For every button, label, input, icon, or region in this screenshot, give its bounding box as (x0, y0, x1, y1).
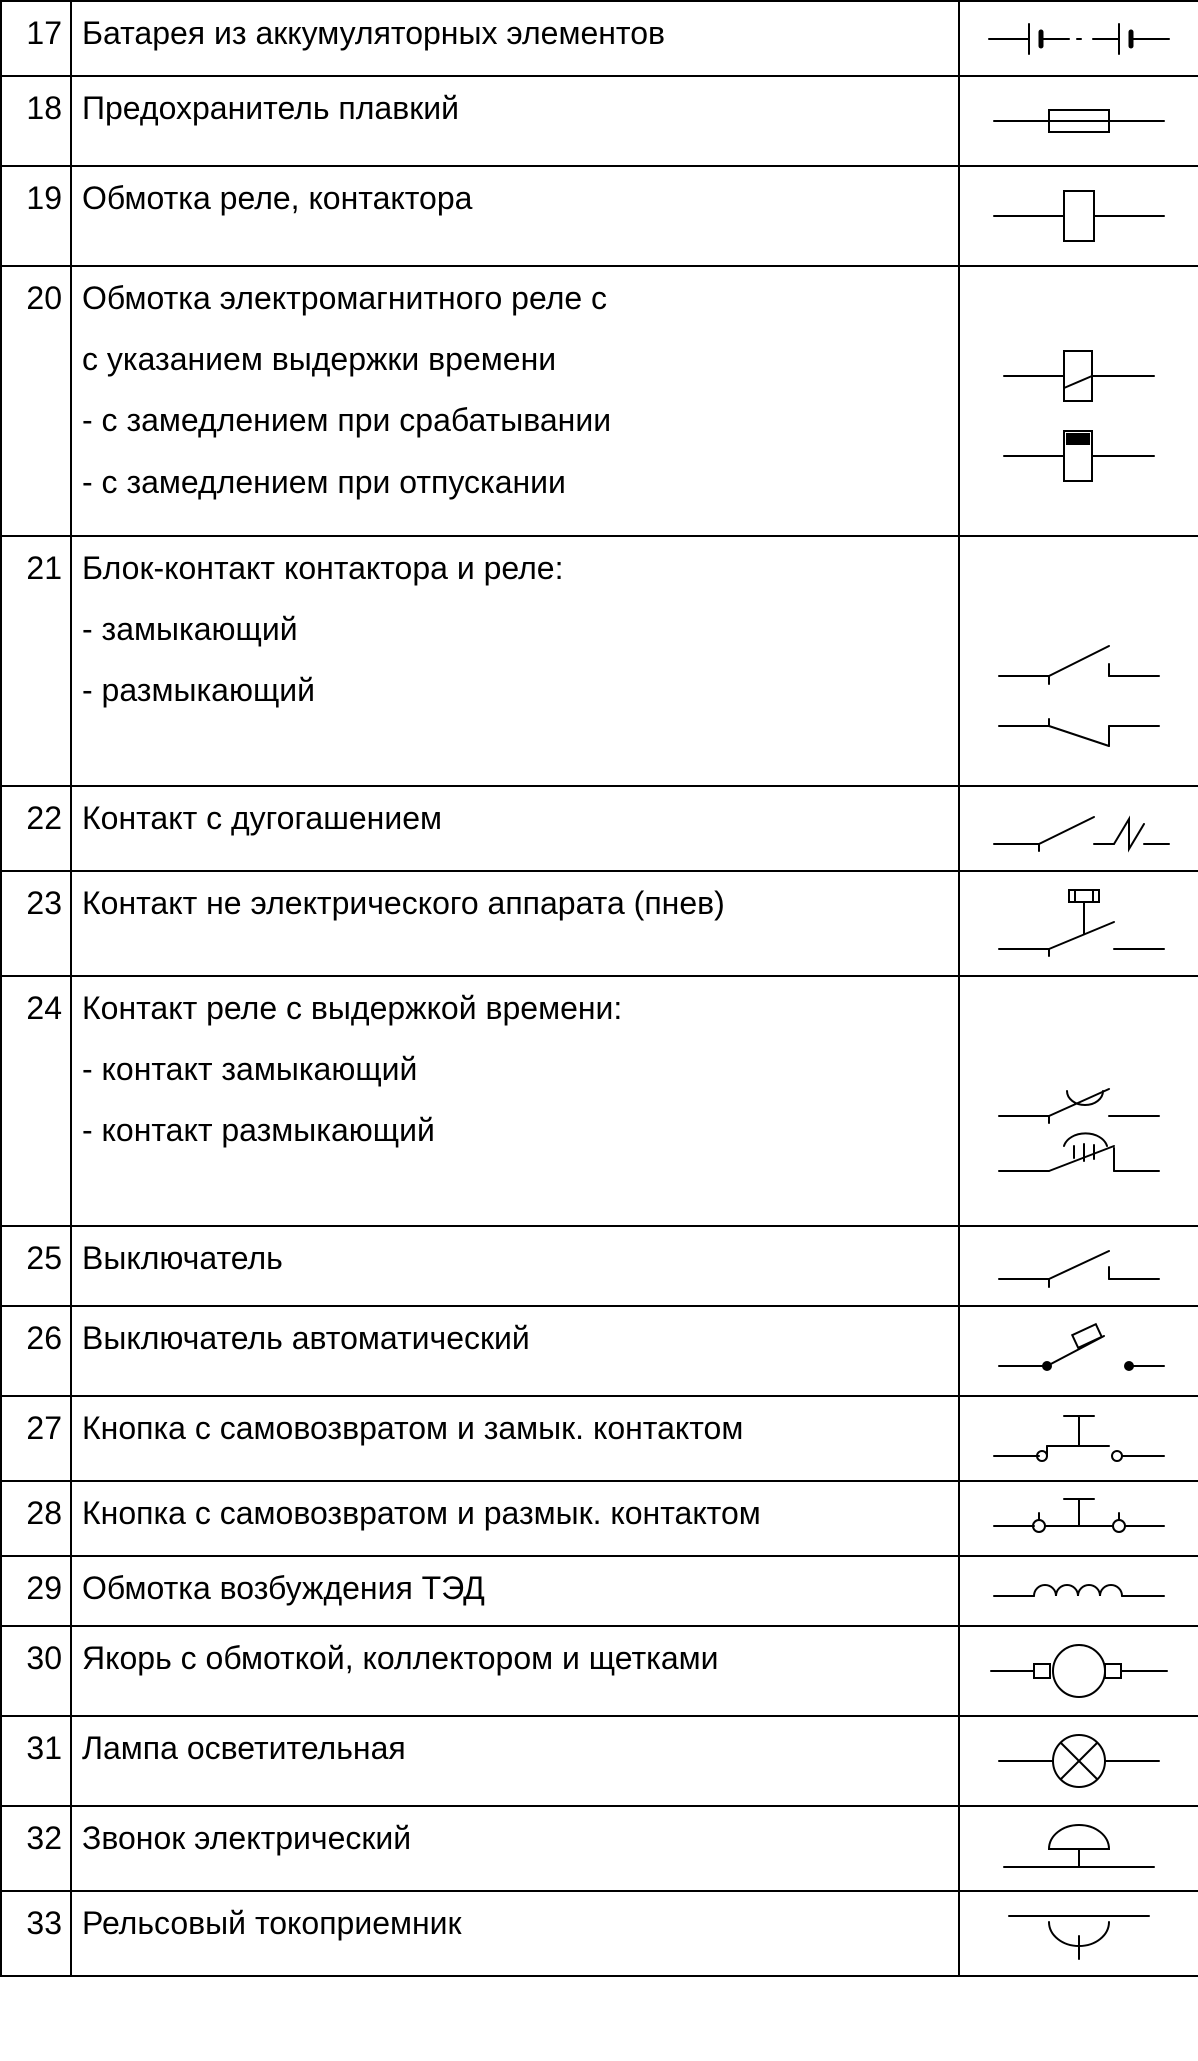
table-row: 19Обмотка реле, контактора (1, 166, 1198, 266)
row-number: 20 (1, 266, 71, 536)
symbol-rail-collector (959, 1891, 1198, 1976)
symbol-armature (959, 1626, 1198, 1716)
table-row: 33Рельсовый токоприемник (1, 1891, 1198, 1976)
row-description: Блок-контакт контактора и реле:- замыкаю… (71, 536, 959, 786)
row-number: 18 (1, 76, 71, 166)
table-row: 21Блок-контакт контактора и реле:- замык… (1, 536, 1198, 786)
symbol-cb (959, 1306, 1198, 1396)
row-number: 32 (1, 1806, 71, 1891)
table-row: 28Кнопка с самовозвратом и размык. конта… (1, 1481, 1198, 1556)
row-description: Лампа осветительная (71, 1716, 959, 1806)
table-row: 30Якорь с обмоткой, коллектором и щеткам… (1, 1626, 1198, 1716)
table-row: 25Выключатель (1, 1226, 1198, 1306)
row-description: Контакт не электрического аппарата (пнев… (71, 871, 959, 976)
row-number: 27 (1, 1396, 71, 1481)
row-description: Обмотка возбуждения ТЭД (71, 1556, 959, 1626)
row-number: 17 (1, 1, 71, 76)
table-row: 18Предохранитель плавкий (1, 76, 1198, 166)
symbol-push-nc (959, 1481, 1198, 1556)
row-number: 24 (1, 976, 71, 1226)
row-description: Обмотка электромагнитного реле сс указан… (71, 266, 959, 536)
row-number: 26 (1, 1306, 71, 1396)
symbol-bell (959, 1806, 1198, 1891)
row-description: Обмотка реле, контактора (71, 166, 959, 266)
row-description: Батарея из аккумуляторных элементов (71, 1, 959, 76)
symbol-fuse (959, 76, 1198, 166)
row-number: 31 (1, 1716, 71, 1806)
row-number: 21 (1, 536, 71, 786)
symbol-switch (959, 1226, 1198, 1306)
symbol-battery-cells (959, 1, 1198, 76)
symbol-coil (959, 166, 1198, 266)
table-row: 27Кнопка с самовозвратом и замык. контак… (1, 1396, 1198, 1481)
row-number: 28 (1, 1481, 71, 1556)
table-row: 22Контакт с дугогашением (1, 786, 1198, 871)
row-description: Контакт с дугогашением (71, 786, 959, 871)
symbol-time-contacts (959, 976, 1198, 1226)
symbol-contacts-no-nc (959, 536, 1198, 786)
table-row: 26Выключатель автоматический (1, 1306, 1198, 1396)
table-row: 17Батарея из аккумуляторных элементов (1, 1, 1198, 76)
row-number: 33 (1, 1891, 71, 1976)
table-row: 32Звонок электрический (1, 1806, 1198, 1891)
row-description: Предохранитель плавкий (71, 76, 959, 166)
row-description: Рельсовый токоприемник (71, 1891, 959, 1976)
symbol-inductor (959, 1556, 1198, 1626)
symbol-pneumatic (959, 871, 1198, 976)
table-row: 29Обмотка возбуждения ТЭД (1, 1556, 1198, 1626)
table-row: 24Контакт реле с выдержкой времени:- кон… (1, 976, 1198, 1226)
row-description: Выключатель автоматический (71, 1306, 959, 1396)
row-number: 25 (1, 1226, 71, 1306)
row-description: Якорь с обмоткой, коллектором и щетками (71, 1626, 959, 1716)
row-description: Кнопка с самовозвратом и замык. контакто… (71, 1396, 959, 1481)
symbol-push-no (959, 1396, 1198, 1481)
row-number: 30 (1, 1626, 71, 1716)
symbol-table: 17Батарея из аккумуляторных элементов 18… (0, 0, 1198, 1977)
table-row: 23Контакт не электрического аппарата (пн… (1, 871, 1198, 976)
row-number: 23 (1, 871, 71, 976)
row-number: 19 (1, 166, 71, 266)
row-number: 29 (1, 1556, 71, 1626)
row-description: Контакт реле с выдержкой времени:- конта… (71, 976, 959, 1226)
symbol-lamp (959, 1716, 1198, 1806)
table-row: 31Лампа осветительная (1, 1716, 1198, 1806)
row-description: Выключатель (71, 1226, 959, 1306)
symbol-coil-delay (959, 266, 1198, 536)
row-number: 22 (1, 786, 71, 871)
symbol-arc-quench (959, 786, 1198, 871)
row-description: Звонок электрический (71, 1806, 959, 1891)
row-description: Кнопка с самовозвратом и размык. контакт… (71, 1481, 959, 1556)
table-row: 20Обмотка электромагнитного реле сс указ… (1, 266, 1198, 536)
